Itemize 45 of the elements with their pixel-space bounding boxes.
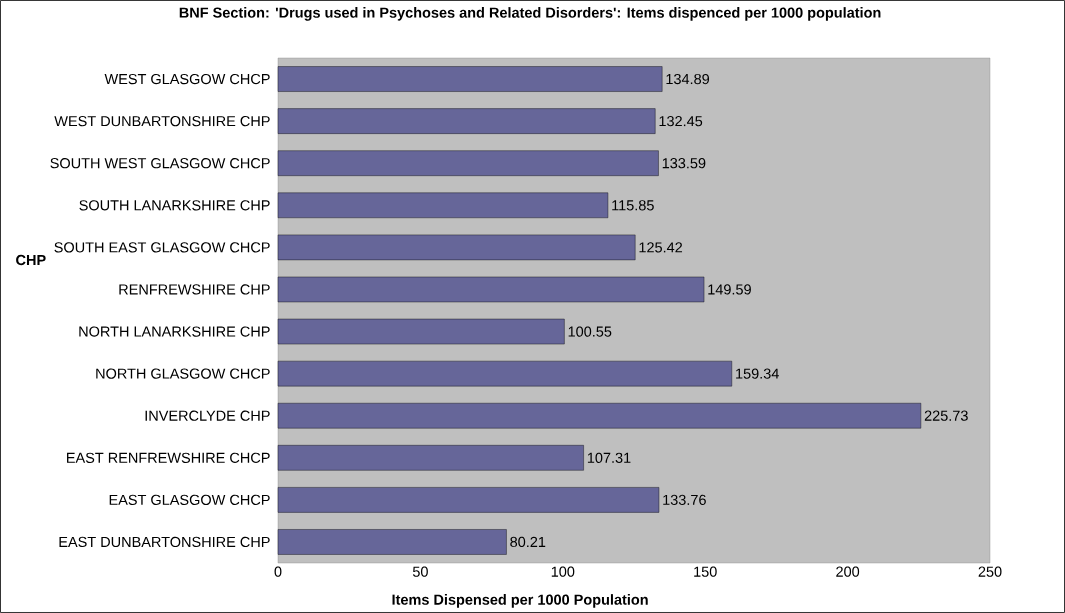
y-tick-label: EAST DUNBARTONSHIRE CHP <box>59 536 270 548</box>
y-tick-label: WEST GLASGOW CHCP <box>104 73 270 85</box>
data-label: 132.45 <box>659 115 703 127</box>
x-tick-label: 250 <box>978 566 1002 577</box>
y-tick-label: INVERCLYDE CHP <box>145 410 270 421</box>
chart-title: BNF Section: 'Drugs used in Psychoses and Related Disorders': Items dispenced per 1000 population <box>179 7 881 21</box>
y-tick-label: NORTH GLASGOW CHCP <box>96 368 270 379</box>
x-tick-label: 100 <box>551 566 575 577</box>
data-label: 133.76 <box>663 494 706 506</box>
y-tick-label: SOUTH EAST GLASGOW CHCP <box>54 242 270 253</box>
data-label: 115.85 <box>612 200 654 211</box>
bar <box>277 234 636 261</box>
data-label: 107.31 <box>587 452 631 463</box>
x-tick-label: 50 <box>412 566 428 577</box>
bar <box>277 150 659 176</box>
data-label: 100.55 <box>568 326 612 337</box>
y-tick-label: SOUTH LANARKSHIRE CHP <box>79 200 270 211</box>
bar <box>277 403 922 429</box>
data-label: 125.42 <box>639 242 683 253</box>
y-axis-title: CHP <box>16 254 46 266</box>
data-label: 159.34 <box>736 368 779 379</box>
data-label: 225.73 <box>924 410 968 421</box>
y-tick-label: EAST GLASGOW CHCP <box>109 494 270 506</box>
y-tick-label: RENFREWSHIRE CHP <box>119 284 270 295</box>
x-tick-label: 150 <box>694 566 717 577</box>
bar <box>277 318 565 345</box>
y-tick-label: EAST RENFREWSHIRE CHCP <box>67 452 270 463</box>
bar <box>277 192 609 218</box>
bar <box>277 360 732 387</box>
bar <box>277 445 584 471</box>
x-axis-title: Items Dispensed per 1000 Population <box>392 594 648 608</box>
bar <box>277 66 663 92</box>
bar <box>277 529 507 555</box>
data-label: 133.59 <box>662 158 706 169</box>
y-tick-label: SOUTH WEST GLASGOW CHCP <box>50 158 270 169</box>
bar <box>277 487 660 513</box>
bar <box>277 108 656 134</box>
y-tick-label: NORTH LANARKSHIRE CHP <box>79 326 270 337</box>
bar <box>277 276 705 303</box>
data-label: 149.59 <box>708 284 751 295</box>
data-label: 80.21 <box>510 536 546 548</box>
data-label: 134.89 <box>666 73 710 85</box>
y-tick-label: WEST DUNBARTONSHIRE CHP <box>54 115 270 127</box>
x-tick-label: 0 <box>274 566 282 577</box>
x-tick-label: 200 <box>836 566 860 577</box>
